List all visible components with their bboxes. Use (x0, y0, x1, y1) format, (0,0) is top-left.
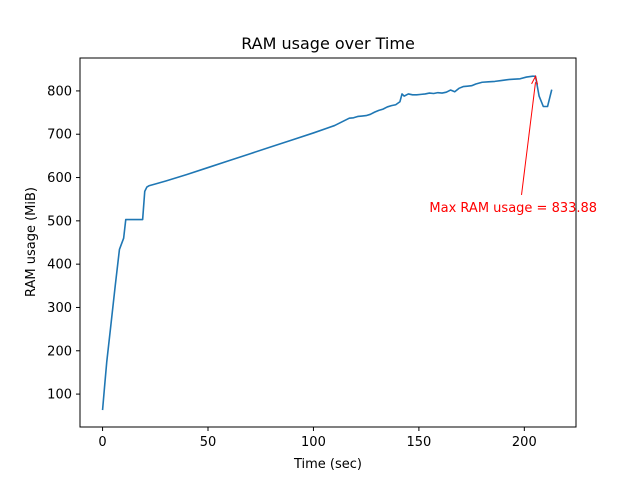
x-axis: 0 50 100 150 200 (98, 427, 537, 450)
max-annotation: Max RAM usage = 833.88 (429, 74, 597, 216)
y-axis: 100 200 300 400 500 600 700 800 (47, 84, 80, 403)
annotation-arrow-line (521, 82, 537, 196)
annotation-arrow-head (531, 74, 539, 85)
x-axis-title: Time (sec) (293, 457, 362, 472)
plot-area (101, 75, 553, 411)
x-tick-label: 150 (406, 435, 431, 450)
y-axis-title: RAM usage (MiB) (24, 187, 39, 297)
chart-title: RAM usage over Time (241, 34, 415, 53)
annotation-text: Max RAM usage = 833.88 (429, 201, 597, 216)
x-tick-label: 50 (200, 435, 217, 450)
y-tick-label: 100 (47, 388, 72, 403)
y-tick-label: 300 (47, 301, 72, 316)
x-tick-label: 200 (512, 435, 537, 450)
x-tick-label: 100 (301, 435, 326, 450)
y-tick-label: 700 (47, 128, 72, 143)
y-tick-label: 200 (47, 344, 72, 359)
ram-usage-series-line (101, 75, 553, 411)
y-tick-label: 500 (47, 214, 72, 229)
x-tick-label: 0 (98, 435, 106, 450)
axes-frame (79, 57, 577, 428)
y-tick-label: 800 (47, 84, 72, 99)
y-tick-label: 400 (47, 258, 72, 273)
y-tick-label: 600 (47, 171, 72, 186)
